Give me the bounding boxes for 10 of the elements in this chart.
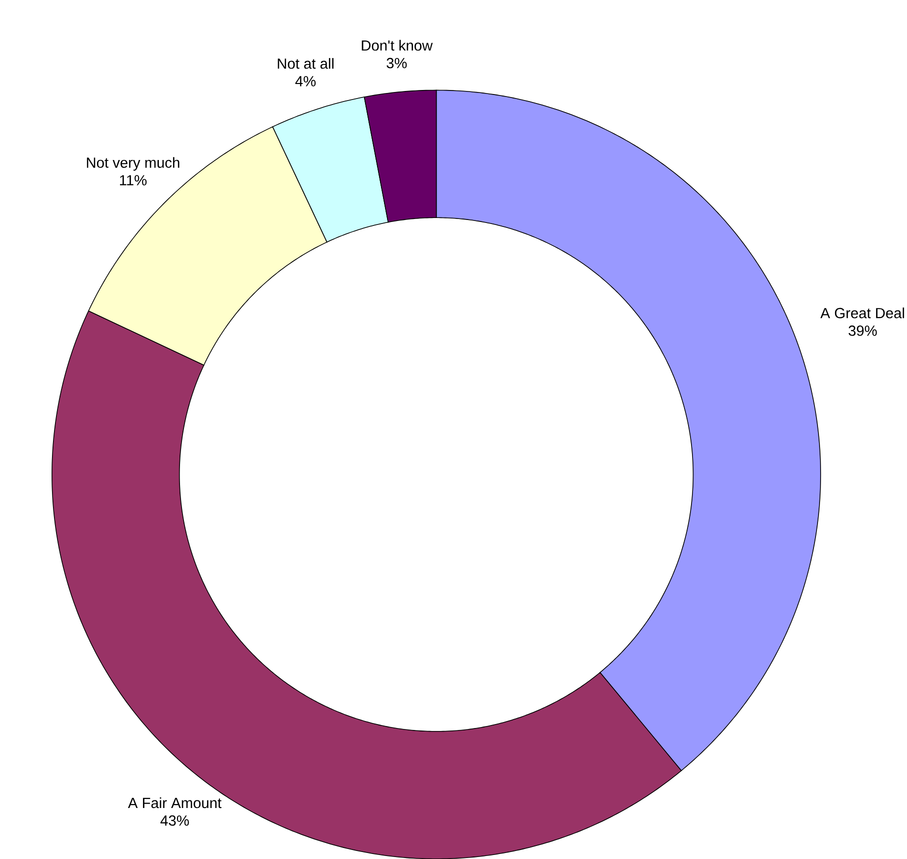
slice-label: Not very much [86, 156, 180, 171]
data-label: 39% [848, 325, 877, 336]
slice-label: A Fair Amount [128, 797, 222, 808]
slice-label: A Great Deal [820, 307, 904, 318]
data-label: 11% [120, 174, 147, 186]
data-label: 3% [386, 58, 407, 68]
slice-label: Not at all [278, 58, 334, 69]
data-label: 43% [160, 815, 189, 826]
slice-label: Don't know [362, 40, 433, 51]
data-label: 4% [295, 76, 316, 86]
